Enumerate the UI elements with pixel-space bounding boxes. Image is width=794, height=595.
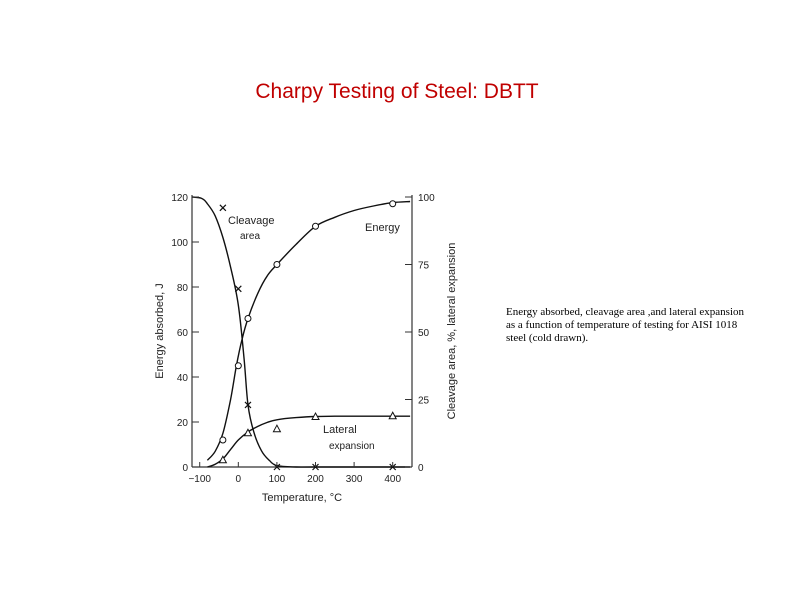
- x-tick-label: 0: [236, 474, 242, 485]
- lateral-expansion-point: [218, 455, 228, 464]
- annotation-area: area: [240, 231, 260, 242]
- lateral-expansion-point: [243, 428, 253, 437]
- y-tick-label-left: 80: [177, 283, 189, 294]
- x-axis-label: Temperature, °C: [262, 492, 342, 504]
- y-tick-label-left: 0: [182, 463, 188, 474]
- energy-point: [234, 362, 242, 370]
- cleavage-area-point: [244, 401, 252, 409]
- energy-point: [312, 222, 320, 230]
- lateral-expansion-point: [388, 411, 398, 420]
- y-axis-label-left: Energy absorbed, J: [154, 283, 166, 378]
- x-tick-label: 400: [384, 474, 401, 485]
- energy-curve: [206, 200, 411, 461]
- lateral-expansion-point: [272, 424, 282, 433]
- y-tick-label-right: 25: [418, 396, 430, 407]
- y-tick-label-right: 50: [418, 328, 430, 339]
- energy-point: [273, 261, 281, 268]
- x-tick-label: 100: [269, 474, 286, 485]
- annotation-energy: Energy: [365, 222, 400, 234]
- energy-point: [219, 436, 227, 444]
- annotation-expansion: expansion: [329, 441, 375, 452]
- y-tick-label-right: 75: [418, 261, 430, 272]
- y-tick-label-left: 100: [171, 238, 188, 249]
- y-tick-label-left: 60: [177, 328, 189, 339]
- figure-caption: Energy absorbed, cleavage area ,and late…: [506, 306, 745, 344]
- y-tick-label-left: 20: [177, 418, 189, 429]
- annotation-cleavage: Cleavage: [228, 215, 274, 227]
- dbtt-chart: −100 0 100 200 300 40002040608010012002550751…: [154, 193, 458, 504]
- x-tick-label: 200: [307, 474, 324, 485]
- cleavage-area-point: [219, 204, 227, 212]
- y-tick-label-right: 0: [418, 463, 424, 474]
- x-tick-label: −100: [188, 474, 211, 485]
- lateral-expansion-point: [311, 411, 320, 421]
- x-tick-label: 300: [346, 474, 363, 485]
- y-axis-label-right: Cleavage area, %, lateral expansion: [446, 243, 458, 420]
- cleavage-area-point: [234, 285, 242, 293]
- y-tick-label-left: 120: [171, 193, 188, 204]
- energy-point: [389, 200, 397, 208]
- slide-title: Charpy Testing of Steel: DBTT: [255, 80, 539, 103]
- annotation-lateral: Lateral: [323, 424, 357, 436]
- energy-point: [244, 315, 252, 322]
- y-tick-label-right: 100: [418, 193, 435, 204]
- lateral-expansion-curve: [207, 415, 411, 468]
- y-tick-label-left: 40: [177, 373, 189, 384]
